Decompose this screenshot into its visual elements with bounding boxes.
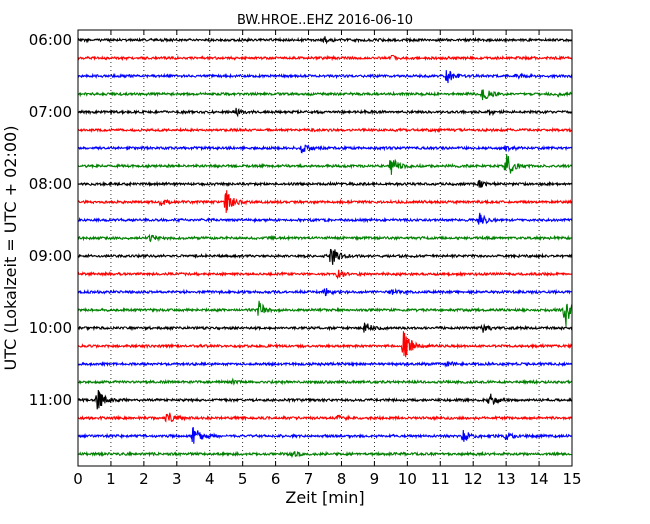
trace-0845: [77, 233, 572, 243]
x-tick-label: 13: [497, 470, 516, 488]
trace-1100: [77, 389, 573, 410]
y-tick-label: 07:00: [29, 103, 72, 121]
trace-group: [77, 36, 573, 459]
x-axis-ticks: 0 1 2 3 4 5 6 7 8 9 10 11 12 13 14 15: [73, 30, 582, 488]
trace-0800: [77, 179, 573, 188]
trace-0915: [77, 269, 573, 280]
trace-0945: [77, 300, 573, 327]
x-tick-label: 5: [238, 470, 248, 488]
y-tick-label: 09:00: [29, 247, 72, 265]
y-tick-label: 10:00: [29, 319, 72, 337]
trace-0600: [77, 36, 573, 45]
trace-1130: [77, 427, 573, 444]
trace-1030: [77, 360, 573, 368]
x-tick-label: 9: [370, 470, 380, 488]
y-tick-label: 06:00: [29, 31, 72, 49]
x-tick-label: 0: [73, 470, 83, 488]
y-tick-label: 08:00: [29, 175, 72, 193]
x-tick-label: 15: [562, 470, 581, 488]
x-tick-label: 7: [304, 470, 314, 488]
x-tick-label: 10: [398, 470, 417, 488]
y-axis-ticks: 06:00 07:00 08:00 09:00 10:00 11:00: [29, 31, 572, 409]
x-tick-label: 14: [530, 470, 549, 488]
x-tick-label: 12: [464, 470, 483, 488]
trace-0730: [77, 144, 573, 154]
trace-0715: [77, 126, 573, 134]
x-tick-label: 3: [172, 470, 182, 488]
trace-0645: [77, 89, 573, 101]
trace-1000: [77, 322, 573, 333]
grid-lines: [110, 30, 540, 466]
trace-0630: [77, 70, 573, 84]
chart-title: BW.HROE..EHZ 2016-06-10: [237, 13, 413, 28]
x-tick-label: 2: [139, 470, 149, 488]
x-tick-label: 4: [205, 470, 215, 488]
x-tick-label: 8: [337, 470, 347, 488]
x-axis-label: Zeit [min]: [285, 488, 364, 507]
y-tick-label: 11:00: [29, 391, 72, 409]
trace-0615: [77, 54, 572, 62]
trace-1115: [77, 412, 573, 423]
trace-0745: [77, 154, 573, 175]
trace-0830: [77, 212, 573, 225]
trace-1015: [77, 331, 573, 358]
trace-0900: [77, 248, 573, 265]
trace-0700: [77, 107, 573, 118]
y-axis-label: UTC (Lokalzeit = UTC + 02:00): [1, 126, 20, 371]
x-tick-label: 1: [106, 470, 116, 488]
x-tick-label: 6: [271, 470, 281, 488]
trace-0815: [77, 190, 573, 213]
x-tick-label: 11: [431, 470, 450, 488]
trace-1145: [77, 450, 573, 459]
plot-frame: [77, 29, 573, 467]
trace-0930: [77, 287, 572, 297]
trace-1045: [77, 377, 573, 386]
